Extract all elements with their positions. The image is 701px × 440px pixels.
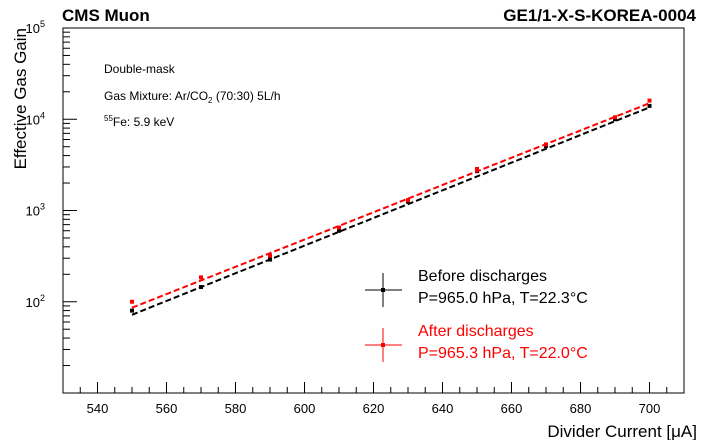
data-point-after [337, 225, 341, 230]
annotation-source: 55Fe: 5.9 keV [104, 114, 174, 129]
x-tick-label: 620 [363, 401, 385, 416]
x-tick-label: 560 [156, 401, 178, 416]
data-point-before [647, 103, 652, 108]
series-layer [130, 98, 652, 316]
data-point-after [130, 299, 134, 304]
fit-line-before [131, 106, 650, 316]
data-point-after [268, 253, 272, 258]
annotation-gas-suffix: (70:30) 5L/h [212, 89, 280, 103]
x-axis-title: Divider Current [μA] [547, 422, 697, 440]
annotation-gas-sub: 2 [208, 96, 213, 105]
data-point-before [199, 285, 203, 290]
data-point-after [613, 115, 617, 120]
x-tick-label: 640 [432, 401, 454, 416]
x-tick-label: 700 [639, 401, 661, 416]
y-tick-label: 103 [26, 202, 45, 219]
data-point-after [199, 275, 203, 280]
annotation-gas-prefix: Gas Mixture: Ar/CO [104, 89, 208, 103]
x-axis: 540 560 580 600 620 640 660 680 700 [62, 382, 685, 416]
legend-label-after: After discharges [418, 323, 534, 340]
x-tick-label: 680 [570, 401, 592, 416]
y-axis: 102 103 104 105 [26, 19, 77, 367]
x-tick-label: 600 [294, 401, 316, 416]
data-point-after [647, 98, 652, 103]
legend-label-before: Before discharges [418, 268, 547, 285]
header-left: CMS Muon [62, 6, 150, 25]
annotation-mask: Double-mask [104, 62, 176, 76]
data-point-before [130, 308, 134, 313]
data-point-before [268, 257, 272, 262]
y-axis-title: Effective Gas Gain [11, 28, 30, 169]
annotation-source-text: Fe: 5.9 keV [113, 115, 174, 129]
annotation-source-sup: 55 [104, 114, 113, 123]
legend-conditions-after: P=965.3 hPa, T=22.0°C [418, 345, 588, 362]
legend: Before discharges P=965.0 hPa, T=22.3°C … [365, 268, 588, 362]
header-right: GE1/1-X-S-KOREA-0004 [503, 6, 696, 25]
y-tick-label: 102 [26, 293, 45, 310]
x-tick-label: 580 [225, 401, 247, 416]
fit-line-after [131, 102, 650, 309]
data-point-after [475, 166, 479, 171]
annotation-gas: Gas Mixture: Ar/CO2 (70:30) 5L/h [104, 89, 281, 105]
x-tick-label: 540 [87, 401, 109, 416]
plot-frame [62, 27, 685, 394]
y-tick-label: 105 [26, 19, 45, 36]
x-tick-label: 660 [501, 401, 523, 416]
y-tick-label: 104 [26, 110, 45, 127]
legend-marker-before [365, 273, 402, 307]
data-point-after [544, 142, 548, 147]
data-point-after [406, 198, 410, 203]
legend-conditions-before: P=965.0 hPa, T=22.3°C [418, 290, 588, 307]
legend-marker-after [365, 328, 402, 362]
data-point-before [337, 228, 341, 233]
